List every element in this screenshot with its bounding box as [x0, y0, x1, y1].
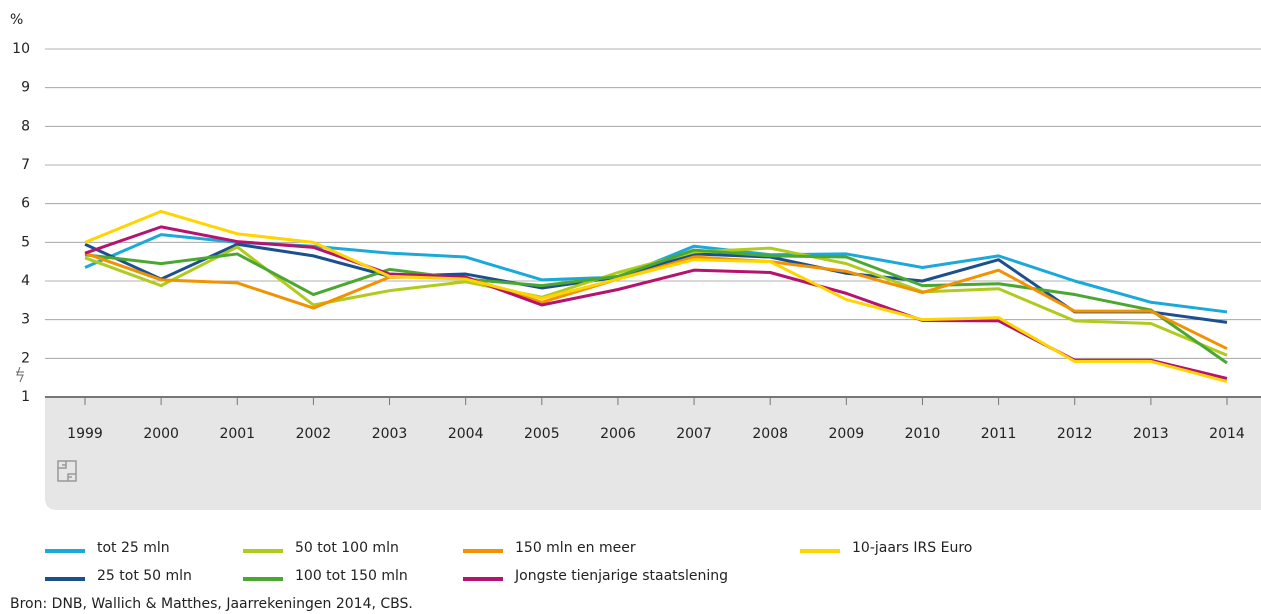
x-tick-label: 2005	[524, 426, 560, 442]
x-tick-label: 2013	[1133, 426, 1169, 442]
source: Bron: DNB, Wallich & Matthes, Jaarrekeni…	[10, 596, 413, 612]
line-series	[84, 225, 1228, 380]
x-tick-label: 2007	[676, 426, 712, 442]
x-tick-label: 2010	[905, 426, 941, 442]
y-tick-label: 7	[21, 157, 30, 173]
x-tick-label: 2003	[372, 426, 408, 442]
cbs-logo	[57, 460, 77, 482]
x-axis-band	[45, 397, 1261, 510]
legend-label: tot 25 mln	[97, 540, 170, 556]
x-tick-label: 2001	[219, 426, 255, 442]
x-tick-label: 2002	[296, 426, 332, 442]
y-tick-label: 5	[21, 234, 30, 250]
legend-label: 100 tot 150 mln	[295, 568, 408, 584]
y-tick-label: 9	[21, 80, 30, 96]
x-tick-label: 2012	[1057, 426, 1093, 442]
line-series	[84, 251, 1228, 351]
y-tick-label: 10	[12, 41, 30, 57]
x-tick-label: 2014	[1209, 426, 1245, 442]
x-tick-label: 2006	[600, 426, 636, 442]
legend-label: 150 mln en meer	[515, 540, 636, 556]
y-tick-label: 8	[21, 118, 30, 134]
x-tick-label: 2008	[752, 426, 788, 442]
x-tick-label: 2009	[829, 426, 865, 442]
line-series	[84, 209, 1228, 383]
y-tick-label: 2	[21, 350, 30, 366]
axis-break	[16, 366, 24, 383]
y-tick-label: 6	[21, 196, 30, 212]
y-unit: %	[10, 12, 23, 28]
legend-label: Jongste tienjarige staatslening	[514, 568, 728, 584]
y-tick-label: 4	[21, 273, 30, 289]
legend-label: 10-jaars IRS Euro	[852, 540, 972, 556]
x-tick-label: 1999	[67, 426, 103, 442]
y-tick-label: 3	[21, 312, 30, 328]
x-tick-label: 2004	[448, 426, 484, 442]
x-tick-label: 2000	[143, 426, 179, 442]
line-series	[84, 242, 1228, 324]
legend-label: 50 tot 100 mln	[295, 540, 399, 556]
y-tick-label: 1	[21, 389, 30, 405]
x-tick-label: 2011	[981, 426, 1017, 442]
legend-label: 25 tot 50 mln	[97, 568, 192, 584]
